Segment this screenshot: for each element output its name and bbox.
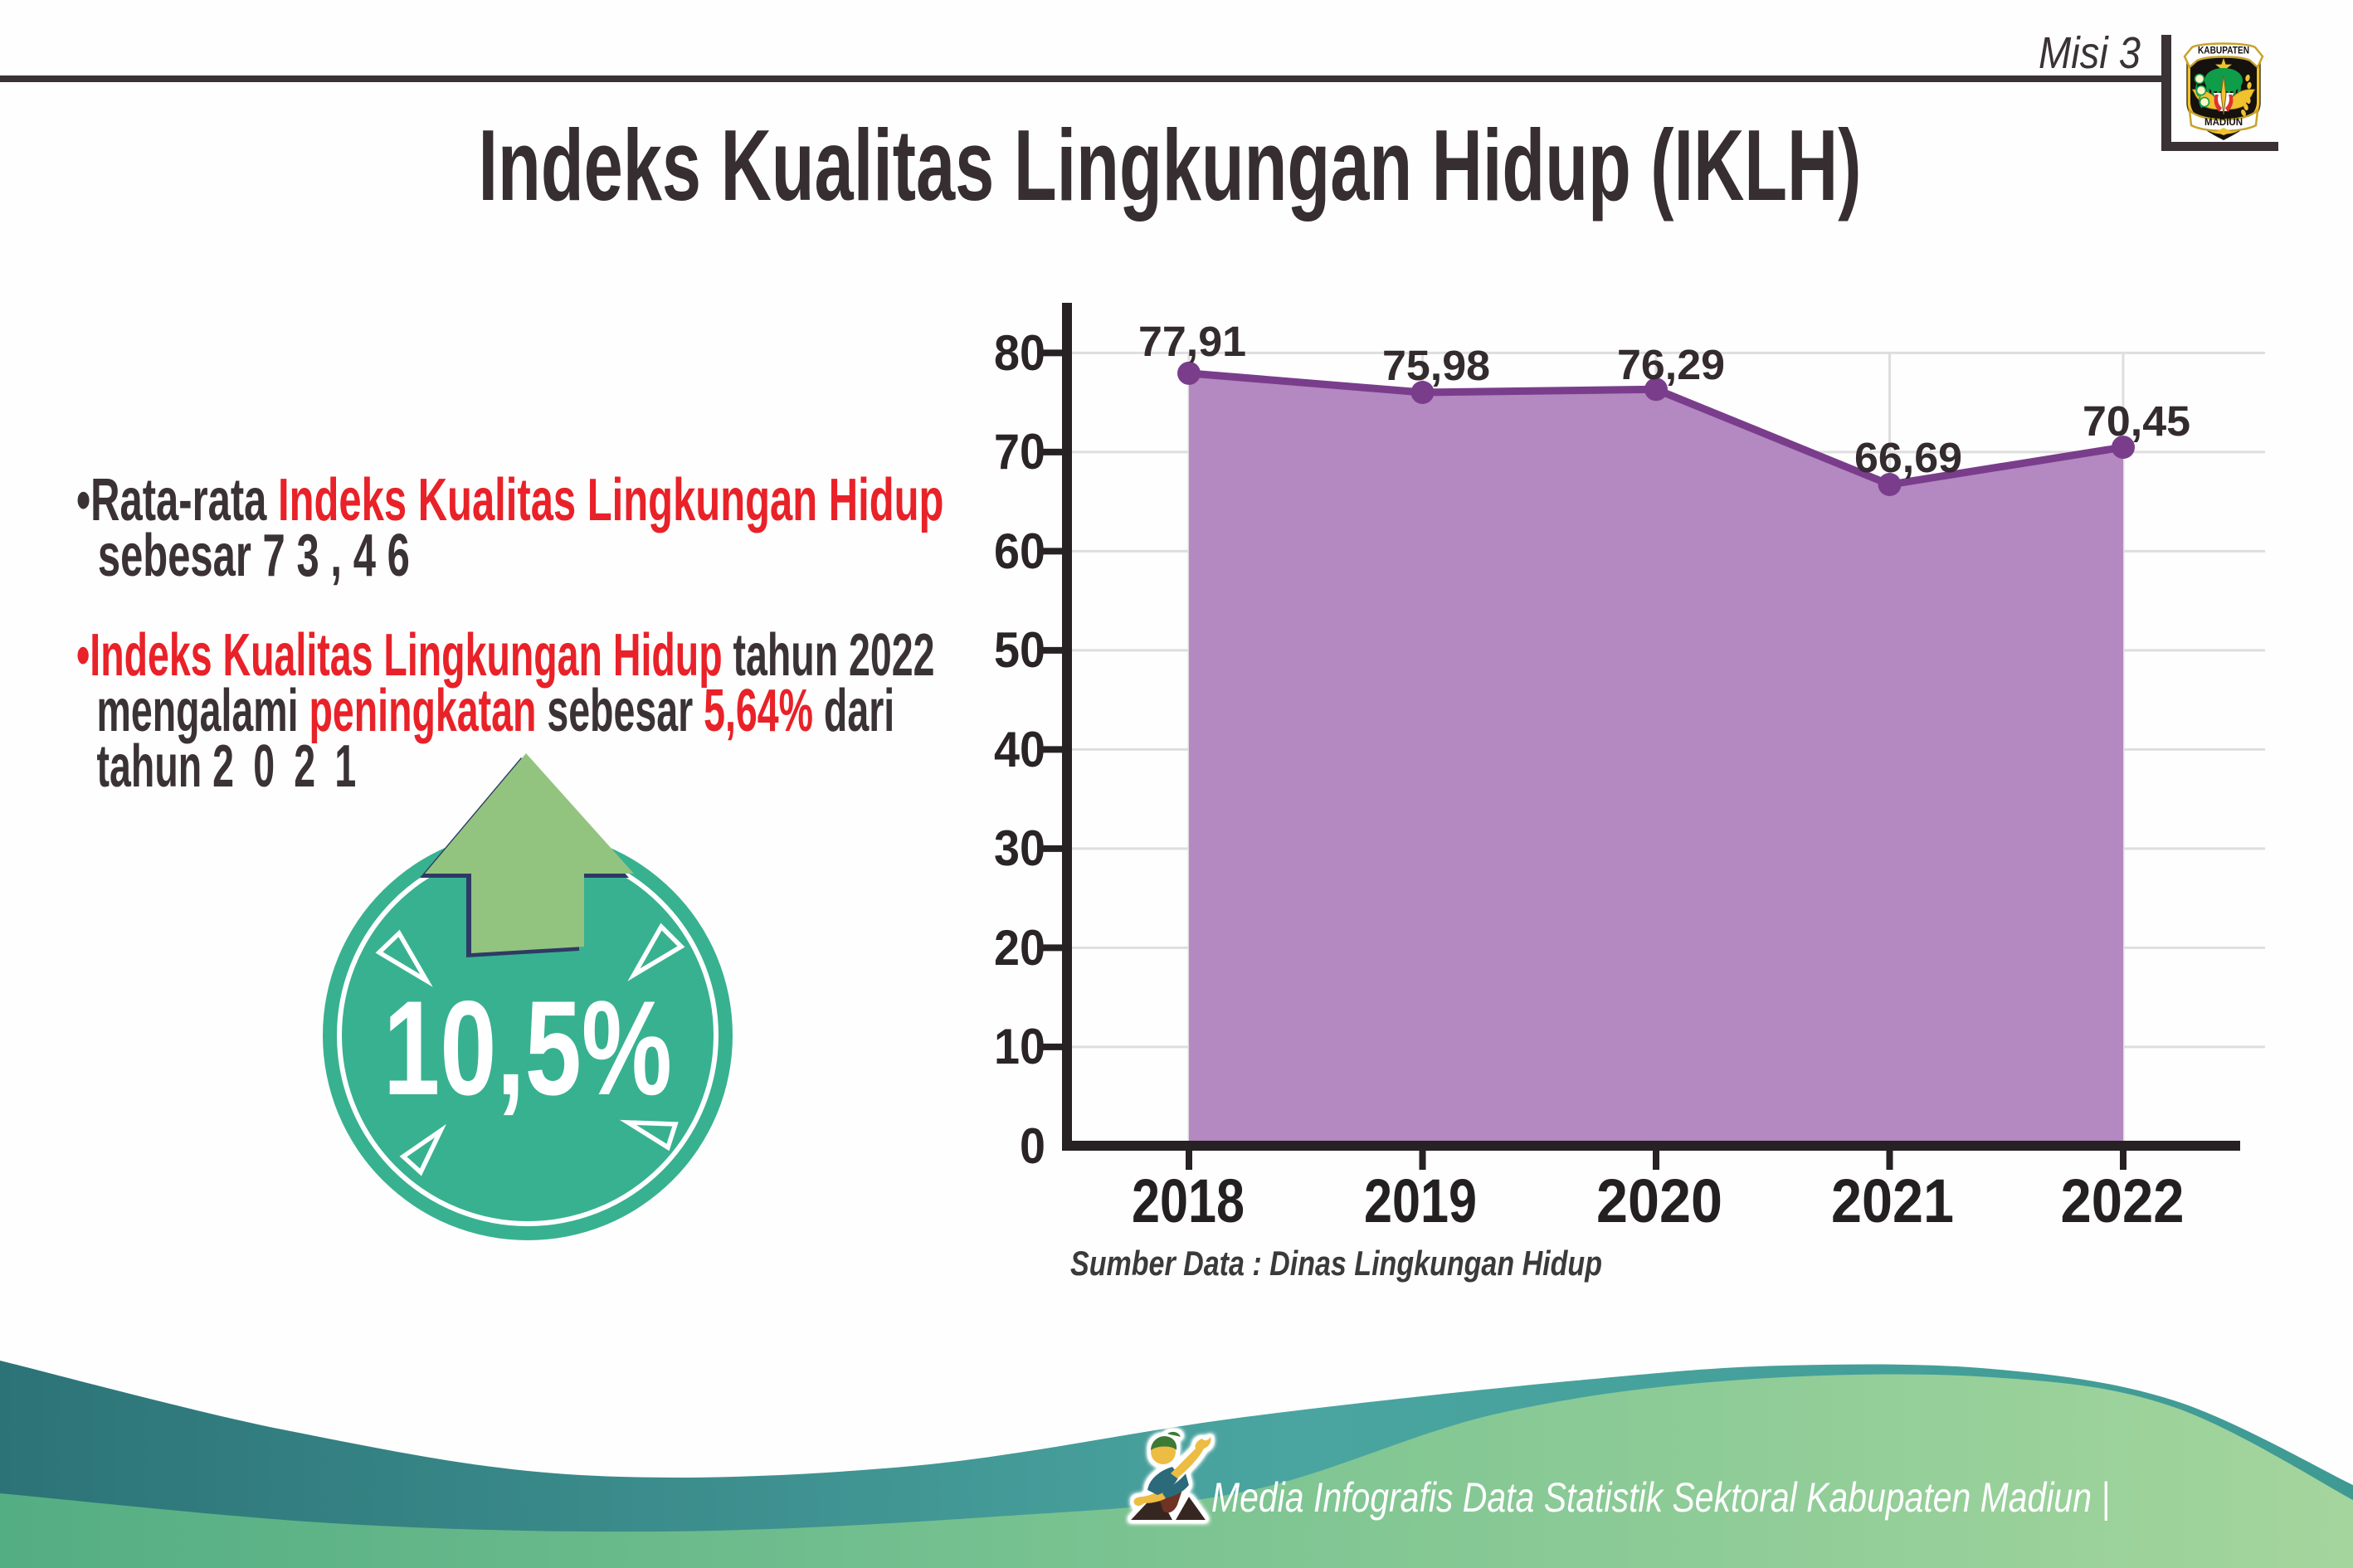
svg-text:Indeks Kualitas Lingkungan Hid: Indeks Kualitas Lingkungan Hidup (IKLH)	[479, 109, 1862, 222]
svg-text:2019: 2019	[1364, 1166, 1477, 1235]
svg-text:20: 20	[994, 920, 1045, 976]
svg-text:40: 40	[994, 722, 1045, 777]
svg-text:Sumber Data : Dinas Lingkungan: Sumber Data : Dinas Lingkungan Hidup	[1070, 1244, 1602, 1283]
svg-text:Misi 3: Misi 3	[2039, 28, 2141, 78]
svg-text:2020: 2020	[1596, 1166, 1722, 1235]
svg-text:70,45: 70,45	[2083, 397, 2190, 445]
svg-text:75,98: 75,98	[1382, 342, 1490, 389]
svg-text:70: 70	[994, 424, 1045, 480]
svg-text:77,91: 77,91	[1138, 318, 1246, 365]
svg-text:2018: 2018	[1132, 1166, 1245, 1235]
svg-text:50: 50	[994, 622, 1045, 678]
svg-text:2021: 2021	[1831, 1166, 1954, 1235]
svg-text:MADIUN: MADIUN	[2204, 116, 2243, 128]
svg-text:66,69: 66,69	[1854, 434, 1962, 481]
svg-text:2022: 2022	[2061, 1166, 2185, 1235]
svg-text:10: 10	[994, 1019, 1045, 1074]
svg-text:10,5%: 10,5%	[383, 973, 672, 1123]
svg-text:0: 0	[1020, 1118, 1045, 1174]
svg-text:30: 30	[994, 821, 1045, 876]
svg-text:60: 60	[994, 523, 1045, 579]
svg-text:76,29: 76,29	[1617, 341, 1725, 388]
svg-text:80: 80	[994, 325, 1045, 381]
svg-text:KABUPATEN: KABUPATEN	[2198, 45, 2249, 56]
svg-text:Media Infografis Data Statisti: Media Infografis Data Statistik Sektoral…	[1211, 1474, 2110, 1522]
